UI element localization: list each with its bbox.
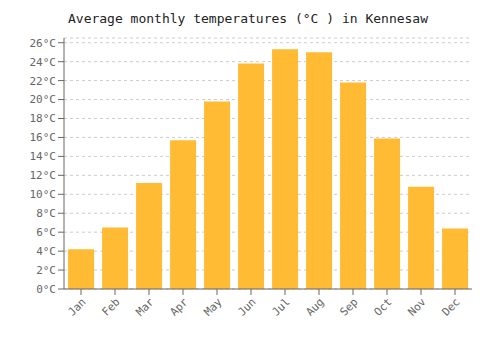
svg-text:6°C: 6°C [36,226,56,239]
svg-text:Aug: Aug [303,295,326,318]
svg-text:12°C: 12°C [30,169,57,182]
html-text:Average monthly temperatures (: Average monthly temperatures (°C ) in Ke… [68,11,428,26]
svg-text:16°C: 16°C [30,131,57,144]
svg-text:Feb: Feb [99,295,122,318]
svg-text:May: May [201,295,225,319]
svg-text:Jul: Jul [269,295,292,318]
svg-text:14°C: 14°C [30,150,57,163]
svg-text:18°C: 18°C [30,112,57,125]
svg-text:Jun: Jun [235,295,258,318]
svg-text:Mar: Mar [133,295,157,319]
svg-text:10°C: 10°C [30,188,57,201]
svg-text:22°C: 22°C [30,75,57,88]
svg-text:24°C: 24°C [30,56,57,69]
svg-text:Nov: Nov [405,295,429,319]
svg-text:20°C: 20°C [30,93,57,106]
svg-text:Sep: Sep [337,295,360,318]
svg-text:2°C: 2°C [36,264,56,277]
svg-text:Dec: Dec [439,295,462,318]
svg-text:Jan: Jan [65,295,88,318]
svg-text:26°C: 26°C [30,37,57,50]
svg-text:Oct: Oct [371,295,394,318]
svg-text:8°C: 8°C [36,207,56,220]
svg-text:Apr: Apr [167,295,191,319]
svg-text:4°C: 4°C [36,245,56,258]
svg-text:0°C: 0°C [36,283,56,296]
